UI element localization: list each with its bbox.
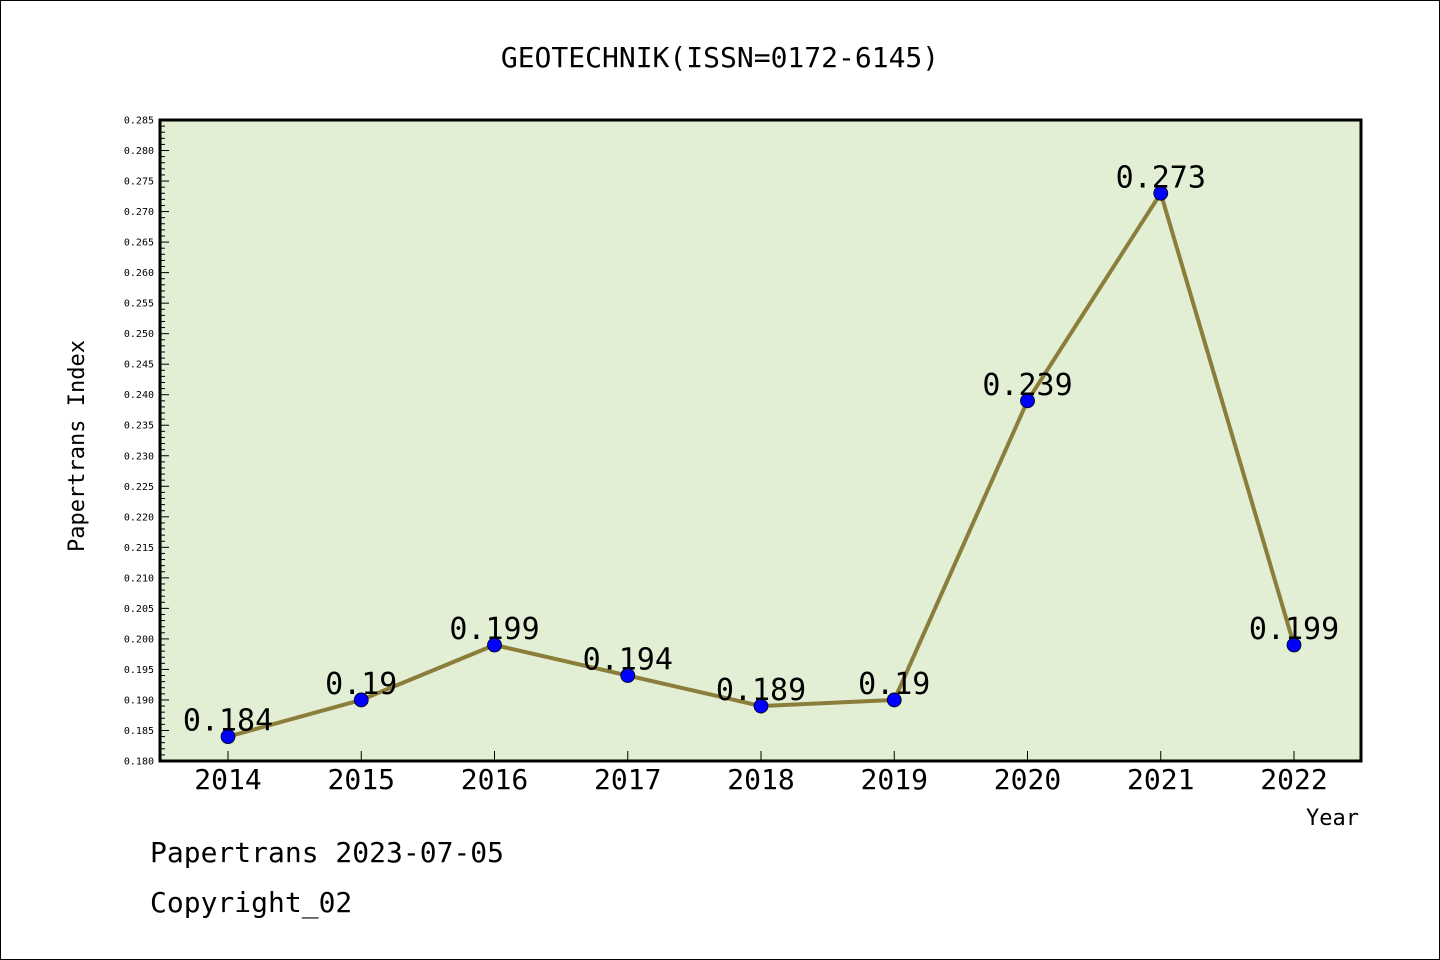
y-tick-label: 0.245 (124, 360, 154, 371)
y-tick-label: 0.180 (124, 757, 154, 768)
y-tick-label: 0.190 (124, 695, 154, 706)
x-tick-label: 2022 (1260, 763, 1327, 796)
y-tick-label: 0.260 (124, 268, 154, 279)
y-tick-label: 0.185 (124, 726, 154, 737)
y-tick-label: 0.220 (124, 512, 154, 523)
data-markers (220, 185, 1302, 744)
data-labels: 0.184 0.19 0.199 0.194 0.189 0.19 0.239 0.273 0.… (183, 160, 1339, 738)
data-label: 0.19 (325, 667, 397, 702)
y-tick-label: 0.235 (124, 421, 154, 432)
data-label: 0.194 (583, 643, 673, 678)
plot-area (158, 118, 1363, 763)
data-label: 0.273 (1116, 160, 1206, 195)
y-tick-label: 0.255 (124, 299, 154, 310)
x-axis-label: Year (1306, 806, 1359, 831)
footer-copyright: Copyright_02 (150, 886, 353, 919)
y-tick-label: 0.210 (124, 573, 154, 584)
y-tick-label: 0.195 (124, 665, 154, 676)
x-tick-label: 2015 (328, 763, 395, 796)
data-label: 0.199 (449, 612, 539, 647)
y-tick-label: 0.205 (124, 604, 154, 615)
y-tick-label: 0.285 (124, 116, 154, 127)
y-tick-label: 0.250 (124, 329, 154, 340)
y-tick-label: 0.275 (124, 177, 154, 188)
y-tick-label: 0.270 (124, 207, 154, 218)
y-tick-label: 0.265 (124, 238, 154, 249)
data-label: 0.239 (982, 368, 1072, 403)
data-point (886, 692, 902, 708)
chart-title: GEOTECHNIK(ISSN=0172-6145) (501, 41, 939, 74)
footer-date: Papertrans 2023-07-05 (150, 836, 505, 869)
y-tick-label: 0.200 (124, 634, 154, 645)
x-tick-label: 2017 (594, 763, 661, 796)
data-point (353, 692, 369, 708)
x-tick-label: 2016 (461, 763, 528, 796)
data-point (487, 637, 502, 653)
data-point (1286, 637, 1302, 653)
data-label: 0.189 (716, 673, 806, 708)
data-label: 0.199 (1249, 612, 1339, 647)
x-tick-label: 2014 (194, 763, 261, 796)
y-tick-label: 0.240 (124, 390, 154, 401)
x-tick-label: 2020 (994, 763, 1061, 796)
data-point (220, 729, 236, 744)
x-tick-label: 2018 (727, 763, 794, 796)
data-point (620, 668, 636, 683)
y-tick-label: 0.280 (124, 146, 154, 157)
x-axis: 2014 2015 2016 2017 2018 2019 2020 2021 2022 (194, 751, 1328, 796)
x-tick-label: 2019 (861, 763, 928, 796)
y-axis: 0.180 0.185 0.190 0.195 0.200 0.205 0.210 0.215… (124, 116, 169, 768)
y-tick-label: 0.225 (124, 482, 154, 493)
data-label: 0.184 (183, 704, 273, 739)
y-axis-label: Papertrans Index (65, 340, 90, 552)
y-tick-label: 0.215 (124, 543, 154, 554)
data-point (1020, 393, 1035, 409)
data-point (1153, 185, 1169, 201)
data-label: 0.19 (858, 667, 930, 702)
x-tick-label: 2021 (1127, 763, 1194, 796)
data-point (753, 698, 769, 714)
y-tick-label: 0.230 (124, 451, 154, 462)
